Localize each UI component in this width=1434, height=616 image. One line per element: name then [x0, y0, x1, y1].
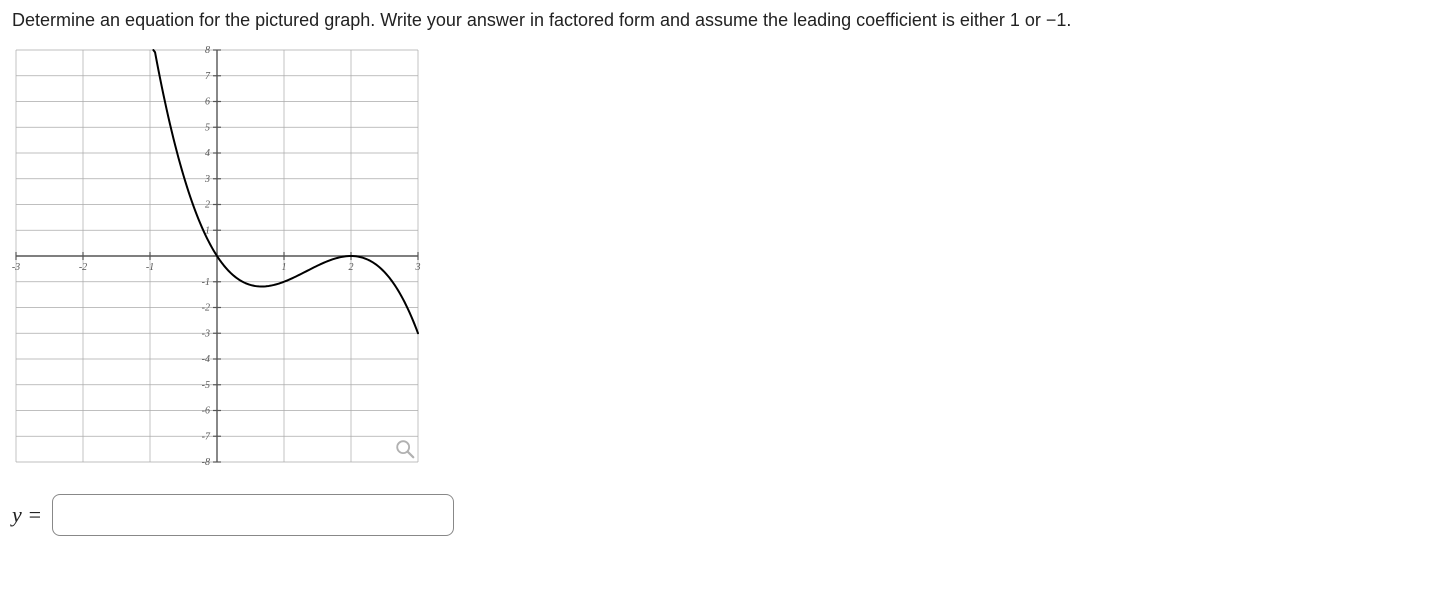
- svg-text:-8: -8: [202, 457, 210, 466]
- svg-text:3: 3: [415, 262, 421, 273]
- svg-text:1: 1: [282, 262, 287, 273]
- answer-input[interactable]: [52, 494, 454, 536]
- svg-text:-2: -2: [79, 262, 87, 273]
- graph-svg: -3-2-112387654321-1-2-3-4-5-6-7-8: [12, 46, 422, 466]
- svg-text:-6: -6: [202, 406, 210, 417]
- svg-text:-2: -2: [202, 303, 210, 314]
- svg-text:7: 7: [205, 71, 211, 82]
- graph-panel: -3-2-112387654321-1-2-3-4-5-6-7-8: [12, 46, 422, 466]
- zoom-icon[interactable]: [394, 438, 416, 460]
- svg-text:-3: -3: [202, 329, 210, 340]
- svg-text:2: 2: [205, 200, 210, 211]
- svg-text:-7: -7: [202, 432, 211, 443]
- answer-row: y =: [12, 494, 1422, 536]
- svg-text:-4: -4: [202, 354, 210, 365]
- question-text: Determine an equation for the pictured g…: [12, 8, 1412, 32]
- svg-text:-1: -1: [146, 262, 154, 273]
- answer-lhs: y =: [12, 502, 42, 528]
- svg-text:4: 4: [205, 148, 210, 159]
- svg-text:6: 6: [205, 97, 210, 108]
- svg-text:8: 8: [205, 46, 210, 56]
- svg-text:3: 3: [204, 174, 210, 185]
- svg-text:-1: -1: [202, 277, 210, 288]
- svg-text:2: 2: [349, 262, 354, 273]
- svg-text:-3: -3: [12, 262, 20, 273]
- svg-text:-5: -5: [202, 380, 210, 391]
- svg-text:5: 5: [205, 123, 210, 134]
